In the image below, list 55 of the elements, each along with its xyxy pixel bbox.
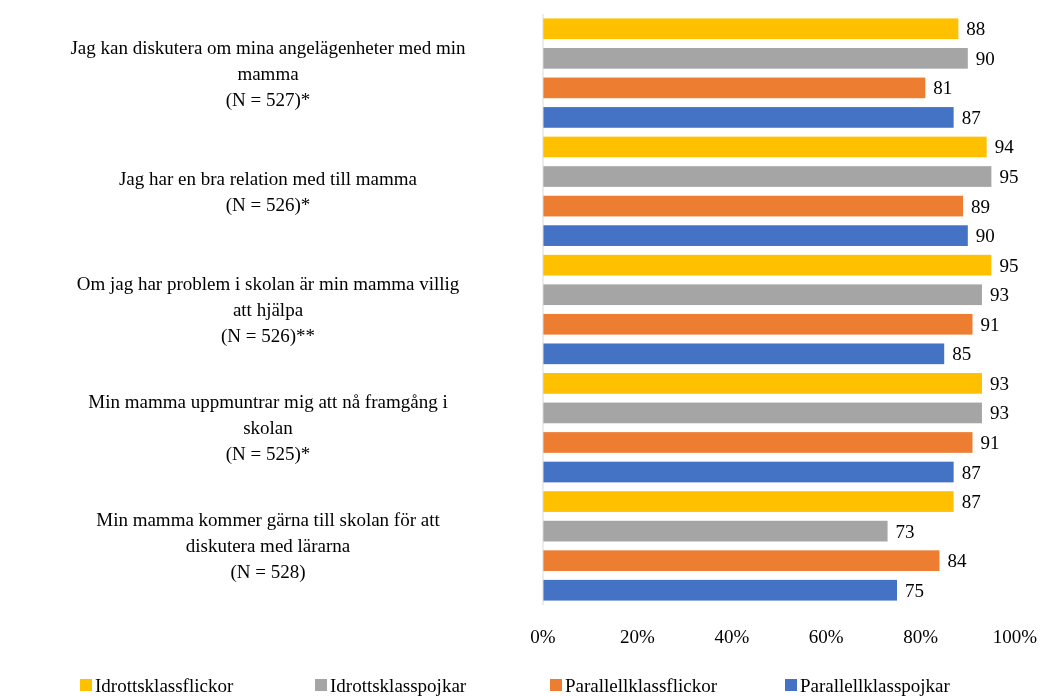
- data-label: 90: [975, 225, 995, 247]
- bar: [543, 195, 964, 217]
- bar: [543, 166, 992, 187]
- data-label: 73: [895, 520, 915, 542]
- data-label: 85: [952, 343, 972, 365]
- data-label: 87: [961, 106, 981, 128]
- bar: [543, 550, 940, 572]
- bar: [543, 343, 945, 365]
- bar: [543, 579, 897, 601]
- bar: [543, 373, 982, 394]
- data-label: 90: [975, 47, 995, 69]
- bar: [543, 432, 973, 453]
- legend-label: Idrottsklassflickor: [95, 674, 234, 696]
- x-tick-label: 40%: [714, 625, 750, 647]
- bar: [543, 284, 982, 306]
- x-tick-label: 100%: [992, 625, 1038, 647]
- data-label: 75: [905, 579, 924, 601]
- bar: [543, 107, 954, 128]
- x-tick-label: 80%: [903, 625, 939, 647]
- bar: [543, 254, 992, 276]
- x-tick-label: 60%: [808, 625, 844, 647]
- data-label: 88: [966, 18, 986, 40]
- bar: [543, 136, 987, 158]
- data-label: 93: [989, 284, 1009, 306]
- bar: [543, 77, 926, 99]
- y-tick-label: Om jag har problem i skolan är min mamma villig att hjälpa (N = 526)**: [76, 273, 460, 347]
- bar: [543, 313, 973, 335]
- data-label: 93: [989, 372, 1009, 394]
- bar: [543, 225, 968, 246]
- data-label: 89: [971, 195, 991, 217]
- x-tick-label: 20%: [619, 625, 655, 647]
- data-label: 87: [961, 491, 981, 513]
- bar: [543, 18, 959, 40]
- y-tick-label: Min mamma uppmuntrar mig att nå framgång i skolan (N = 525)*: [88, 391, 448, 466]
- y-tick-label: Min mamma kommer gärna till skolan för att diskutera med lärarna (N = 528): [96, 509, 441, 584]
- bar: [543, 402, 982, 424]
- data-label: 84: [947, 550, 967, 572]
- y-tick-label: Jag kan diskutera om mina angelägenheter med min mamma (N = 527)*: [70, 36, 467, 111]
- bar: [543, 520, 888, 542]
- legend-label: Parallellklasspojkar: [800, 674, 951, 696]
- x-tick-label: 0%: [530, 625, 556, 647]
- data-label: 93: [989, 402, 1009, 424]
- data-label: 94: [994, 136, 1015, 158]
- bar: [543, 491, 954, 512]
- data-label: 91: [980, 313, 1000, 335]
- data-label: 81: [933, 77, 953, 99]
- data-label: 87: [961, 461, 981, 483]
- bar: [543, 461, 954, 483]
- bar: [543, 47, 968, 69]
- data-label: 95: [999, 166, 1019, 188]
- legend-label: Idrottsklasspojkar: [330, 674, 467, 696]
- data-label: 91: [980, 431, 1000, 453]
- legend-label: Parallellklassflickor: [565, 674, 718, 696]
- data-label: 95: [999, 254, 1019, 276]
- y-tick-label: Jag har en bra relation med till mamma (N = 526)*: [118, 167, 418, 216]
